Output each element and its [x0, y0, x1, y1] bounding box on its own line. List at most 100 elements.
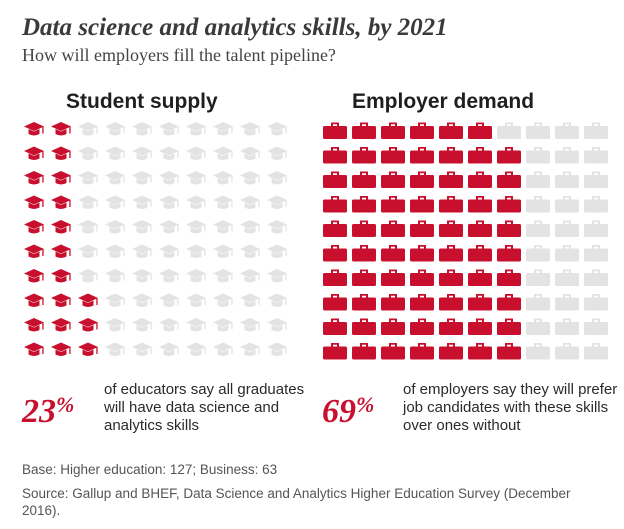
graduation-cap-icon-filled [24, 293, 44, 307]
briefcase-icon-filled [323, 318, 347, 335]
briefcase-icon-filled [497, 343, 521, 360]
graduation-cap-icon-empty [132, 269, 152, 283]
briefcase-icon-filled [352, 294, 376, 311]
briefcase-icon-empty [526, 147, 550, 164]
briefcase-icon-filled [497, 269, 521, 286]
graduation-cap-icon-filled [51, 244, 71, 258]
graduation-cap-icon-empty [105, 195, 125, 209]
briefcase-icon-filled [410, 220, 434, 237]
briefcase-icon-empty [497, 122, 521, 139]
briefcase-icon-empty [555, 318, 579, 335]
graduation-cap-icon-empty [213, 269, 233, 283]
graduation-cap-icon-empty [105, 171, 125, 185]
graduation-cap-icon-empty [159, 195, 179, 209]
briefcase-icon-filled [323, 343, 347, 360]
briefcase-icon-empty [584, 147, 608, 164]
graduation-cap-icon-empty [159, 220, 179, 234]
briefcase-icon-empty [584, 343, 608, 360]
briefcase-icon-filled [352, 122, 376, 139]
briefcase-icon-filled [352, 196, 376, 213]
briefcase-icon-filled [439, 196, 463, 213]
employer-demand-percent-symbol: % [356, 392, 375, 417]
graduation-cap-icon-empty [240, 195, 260, 209]
graduation-cap-icon-empty [132, 122, 152, 136]
graduation-cap-icon-filled [24, 342, 44, 356]
briefcase-icon-filled [352, 220, 376, 237]
graduation-cap-icon-empty [186, 244, 206, 258]
graduation-cap-icon-empty [213, 293, 233, 307]
graduation-cap-icon-filled [51, 122, 71, 136]
briefcase-icon-empty [526, 294, 550, 311]
graduation-cap-icon-empty [240, 293, 260, 307]
graduation-cap-icon-filled [24, 146, 44, 160]
graduation-cap-icon-empty [213, 171, 233, 185]
graduation-cap-icon-empty [240, 318, 260, 332]
briefcase-icon-filled [410, 269, 434, 286]
briefcase-icon-filled [468, 122, 492, 139]
briefcase-icon-filled [323, 147, 347, 164]
chart-title: Data science and analytics skills, by 20… [22, 14, 448, 41]
graduation-cap-icon-empty [132, 195, 152, 209]
graduation-cap-icon-empty [159, 293, 179, 307]
briefcase-icon-empty [526, 196, 550, 213]
graduation-cap-icon-empty [186, 122, 206, 136]
footnote-base: Base: Higher education: 127; Business: 6… [22, 462, 278, 477]
graduation-cap-icon-empty [78, 269, 98, 283]
briefcase-icon-filled [323, 196, 347, 213]
employer-demand-description: of employers say they will prefer job ca… [403, 381, 618, 434]
graduation-cap-icon-empty [267, 195, 287, 209]
employer-demand-percent-value: 69 [322, 393, 356, 430]
briefcase-icon-filled [468, 220, 492, 237]
graduation-cap-icon-empty [159, 244, 179, 258]
briefcase-icon-filled [468, 196, 492, 213]
employer-demand-heading: Employer demand [352, 90, 535, 113]
waffle-grids [24, 122, 608, 360]
graduation-cap-icon-empty [105, 220, 125, 234]
briefcase-icon-filled [381, 147, 405, 164]
briefcase-icon-filled [439, 269, 463, 286]
graduation-cap-icon-empty [105, 146, 125, 160]
briefcase-icon-filled [323, 171, 347, 188]
briefcase-icon-filled [381, 220, 405, 237]
briefcase-icon-filled [323, 269, 347, 286]
graduation-cap-icon-empty [213, 195, 233, 209]
graduation-cap-icon-empty [186, 318, 206, 332]
graduation-cap-icon-empty [186, 171, 206, 185]
briefcase-icon-empty [555, 196, 579, 213]
student-supply-description: of educators say all graduates will have… [104, 381, 305, 434]
briefcase-icon-empty [526, 343, 550, 360]
briefcase-icon-filled [468, 147, 492, 164]
student-supply-percent-symbol: % [56, 392, 75, 417]
briefcase-icon-empty [555, 245, 579, 262]
graduation-cap-icon-empty [132, 318, 152, 332]
briefcase-icon-filled [352, 171, 376, 188]
graduation-cap-icon-empty [159, 146, 179, 160]
briefcase-icon-filled [381, 269, 405, 286]
graduation-cap-icon-filled [24, 244, 44, 258]
briefcase-icon-filled [410, 294, 434, 311]
briefcase-icon-filled [410, 122, 434, 139]
student-supply-heading: Student supply [66, 90, 218, 113]
graduation-cap-icon-empty [105, 269, 125, 283]
graduation-cap-icon-empty [78, 122, 98, 136]
graduation-cap-icon-empty [267, 269, 287, 283]
briefcase-icon-filled [352, 147, 376, 164]
briefcase-icon-filled [497, 171, 521, 188]
graduation-cap-icon-empty [240, 122, 260, 136]
graduation-cap-icon-empty [105, 122, 125, 136]
briefcase-icon-empty [526, 245, 550, 262]
graduation-cap-icon-filled [24, 122, 44, 136]
graduation-cap-icon-empty [132, 146, 152, 160]
student-supply-grid [24, 122, 287, 356]
graduation-cap-icon-empty [159, 171, 179, 185]
graduation-cap-icon-empty [267, 122, 287, 136]
briefcase-icon-empty [526, 269, 550, 286]
graduation-cap-icon-empty [267, 171, 287, 185]
graduation-cap-icon-empty [267, 318, 287, 332]
graduation-cap-icon-empty [213, 318, 233, 332]
briefcase-icon-filled [381, 343, 405, 360]
briefcase-icon-empty [584, 245, 608, 262]
graduation-cap-icon-empty [132, 244, 152, 258]
briefcase-icon-filled [439, 343, 463, 360]
briefcase-icon-empty [555, 269, 579, 286]
